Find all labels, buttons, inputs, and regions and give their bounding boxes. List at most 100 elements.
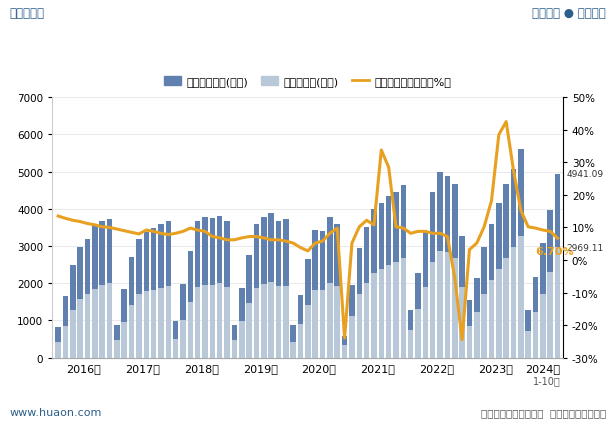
Bar (445, 253, 450, 358)
Bar (482, 295, 487, 358)
Bar (283, 286, 288, 358)
Bar (143, 292, 149, 358)
Bar (290, 325, 296, 358)
Bar (437, 173, 443, 358)
Bar (276, 286, 281, 358)
Bar (547, 273, 553, 358)
Bar (489, 225, 494, 358)
Bar (305, 305, 311, 358)
Bar (173, 339, 178, 358)
Bar (55, 342, 61, 358)
Legend: 房地产投资额(亿元), 住宅投资额(亿元), 房地产投资额增速（%）: 房地产投资额(亿元), 住宅投资额(亿元), 房地产投资额增速（%） (159, 72, 456, 92)
Bar (298, 296, 303, 358)
Bar (393, 193, 399, 358)
Bar (92, 226, 98, 358)
Bar (77, 299, 83, 358)
Bar (423, 232, 428, 358)
Bar (459, 236, 465, 358)
Bar (268, 282, 274, 358)
Bar (261, 284, 266, 358)
Bar (290, 342, 296, 358)
Bar (540, 244, 546, 358)
Bar (525, 310, 531, 358)
Bar (518, 150, 523, 358)
Bar (386, 266, 391, 358)
Bar (335, 225, 340, 358)
Bar (430, 262, 435, 358)
Bar (224, 221, 230, 358)
Bar (136, 295, 141, 358)
Bar (122, 322, 127, 358)
Bar (298, 325, 303, 358)
Bar (371, 209, 377, 358)
Bar (143, 232, 149, 358)
Bar (540, 294, 546, 358)
Bar (232, 325, 237, 358)
Bar (55, 328, 61, 358)
Text: 1-10月: 1-10月 (533, 375, 560, 385)
Bar (342, 345, 347, 358)
Bar (247, 256, 252, 358)
Bar (180, 284, 186, 358)
Bar (114, 325, 120, 358)
Bar (555, 248, 560, 358)
Bar (254, 224, 259, 358)
Bar (63, 296, 68, 358)
Bar (261, 218, 266, 358)
Bar (408, 330, 413, 358)
Bar (357, 248, 362, 358)
Bar (364, 284, 370, 358)
Bar (415, 273, 421, 358)
Bar (327, 283, 333, 358)
Bar (400, 258, 406, 358)
Bar (518, 236, 523, 358)
Bar (173, 322, 178, 358)
Bar (129, 258, 134, 358)
Bar (312, 290, 318, 358)
Bar (489, 280, 494, 358)
Bar (77, 247, 83, 358)
Bar (474, 312, 480, 358)
Bar (445, 177, 450, 358)
Bar (335, 287, 340, 358)
Bar (357, 295, 362, 358)
Bar (511, 247, 516, 358)
Text: 2016-2024年10月上海市房地产投资额及住宅投资额: 2016-2024年10月上海市房地产投资额及住宅投资额 (161, 39, 454, 57)
Text: 数据来源：国家统计局  华经产业研究院整理: 数据来源：国家统计局 华经产业研究院整理 (480, 407, 606, 417)
Bar (129, 305, 134, 358)
Bar (151, 290, 156, 358)
Bar (423, 287, 428, 358)
Bar (511, 169, 516, 358)
Bar (474, 278, 480, 358)
Bar (195, 287, 200, 358)
Text: 华经情报网: 华经情报网 (9, 7, 44, 20)
Bar (107, 284, 113, 358)
Bar (496, 204, 502, 358)
Bar (92, 289, 98, 358)
Bar (100, 285, 105, 358)
Bar (452, 184, 458, 358)
Bar (63, 326, 68, 358)
Bar (504, 258, 509, 358)
Bar (283, 220, 288, 358)
Bar (555, 174, 560, 358)
Text: 6.70%: 6.70% (536, 247, 574, 257)
Bar (210, 285, 215, 358)
Bar (70, 266, 76, 358)
Bar (379, 204, 384, 358)
Bar (202, 285, 208, 358)
Bar (525, 331, 531, 358)
Bar (349, 285, 355, 358)
Bar (210, 219, 215, 358)
Bar (136, 239, 141, 358)
Bar (217, 216, 223, 358)
Bar (239, 288, 245, 358)
Text: 专业严谨 ● 客观科学: 专业严谨 ● 客观科学 (532, 7, 606, 20)
Bar (379, 270, 384, 358)
Bar (459, 287, 465, 358)
Bar (195, 221, 200, 358)
Bar (202, 218, 208, 358)
Bar (188, 302, 193, 358)
Bar (232, 340, 237, 358)
Bar (437, 251, 443, 358)
